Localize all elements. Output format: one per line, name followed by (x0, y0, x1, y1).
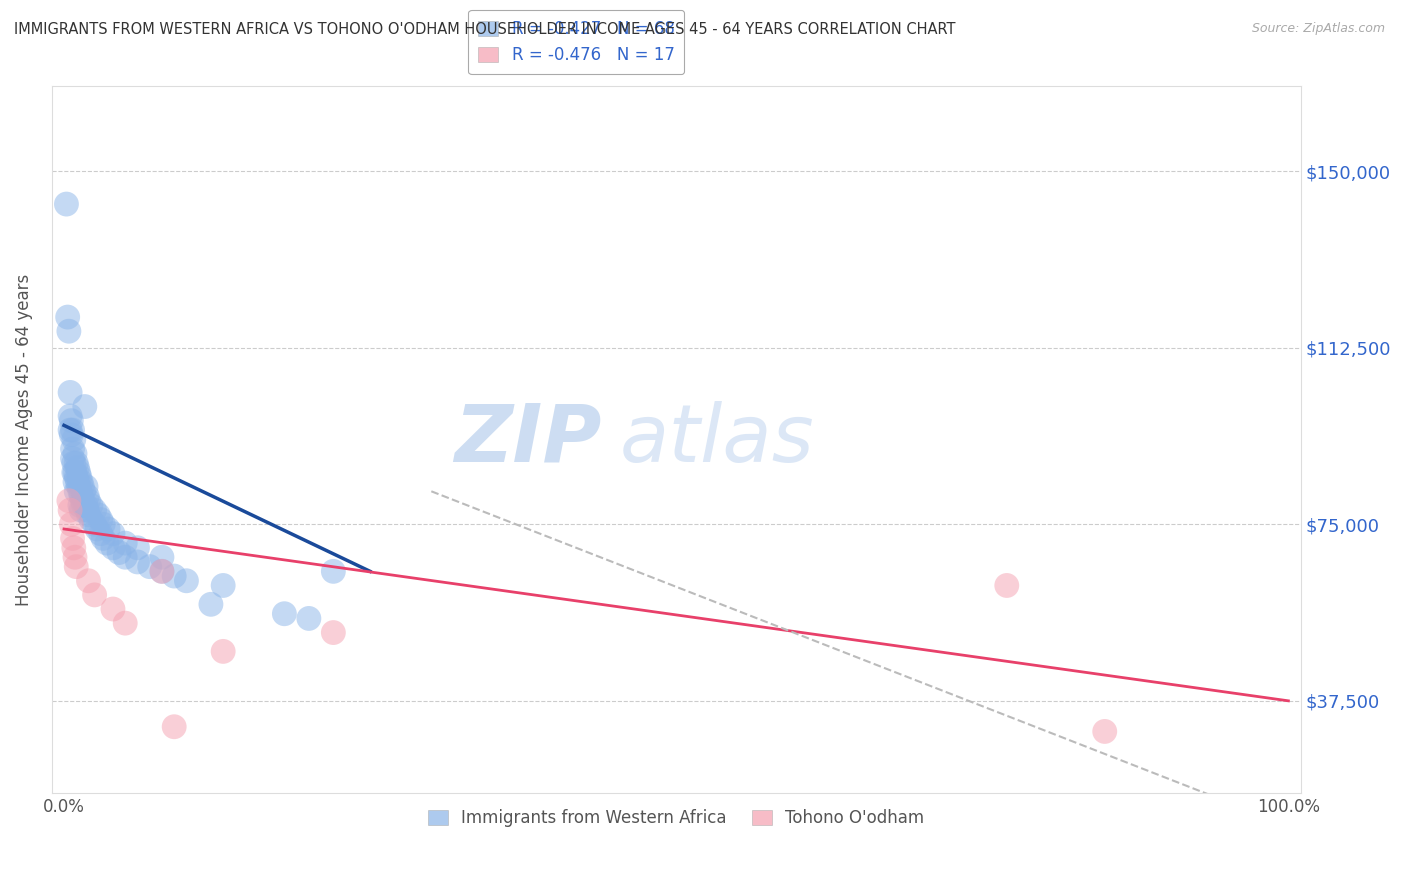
Point (65, 559, 87, 574)
Point (91, 517, 114, 532)
Point (150, 550, 173, 565)
Point (163, 720, 186, 734)
Point (63, 466, 86, 480)
Point (75, 480, 97, 494)
Point (65, 456, 87, 470)
Point (97, 522, 120, 536)
Point (83, 503, 105, 517)
Point (87, 508, 110, 522)
Text: Source: ZipAtlas.com: Source: ZipAtlas.com (1251, 22, 1385, 36)
Point (59, 423, 82, 437)
Point (60, 414, 83, 428)
Point (108, 545, 131, 559)
Point (72, 499, 94, 513)
Point (995, 578, 1018, 592)
Point (90, 526, 112, 541)
Point (75, 499, 97, 513)
Point (63, 475, 86, 489)
Point (62, 532, 84, 546)
Point (127, 555, 149, 569)
Point (67, 466, 90, 480)
Point (59, 503, 82, 517)
Y-axis label: Householder Income Ages 45 - 64 years: Householder Income Ages 45 - 64 years (15, 273, 32, 606)
Point (150, 565, 173, 579)
Point (66, 460, 89, 475)
Point (59, 409, 82, 423)
Point (72, 480, 94, 494)
Legend: Immigrants from Western Africa, Tohono O'odham: Immigrants from Western Africa, Tohono O… (422, 803, 931, 834)
Point (176, 574, 198, 588)
Point (62, 442, 84, 456)
Point (55, 197, 77, 211)
Point (72, 493, 94, 508)
Point (322, 565, 344, 579)
Point (62, 433, 84, 447)
Point (67, 480, 90, 494)
Point (65, 484, 87, 499)
Point (101, 541, 124, 555)
Point (150, 565, 173, 579)
Point (76, 489, 98, 503)
Point (62, 541, 84, 555)
Point (62, 456, 84, 470)
Point (114, 616, 136, 631)
Point (60, 517, 83, 532)
Point (72, 484, 94, 499)
Point (63, 550, 86, 565)
Point (69, 499, 91, 513)
Point (138, 559, 160, 574)
Text: ZIP: ZIP (454, 401, 602, 478)
Point (114, 550, 136, 565)
Point (163, 569, 186, 583)
Point (62, 423, 84, 437)
Point (212, 578, 235, 592)
Point (91, 532, 114, 546)
Point (63, 447, 86, 461)
Point (83, 588, 105, 602)
Point (69, 470, 91, 484)
Point (127, 541, 149, 555)
Point (298, 611, 321, 625)
Point (60, 427, 83, 442)
Point (77, 508, 100, 522)
Point (273, 607, 295, 621)
Point (62, 451, 84, 466)
Point (62, 466, 84, 480)
Point (101, 602, 124, 616)
Text: atlas: atlas (620, 401, 814, 478)
Point (86, 522, 108, 536)
Point (59, 385, 82, 400)
Point (70, 475, 93, 489)
Point (58, 493, 80, 508)
Text: IMMIGRANTS FROM WESTERN AFRICA VS TOHONO O'ODHAM HOUSEHOLDER INCOME AGES 45 - 64: IMMIGRANTS FROM WESTERN AFRICA VS TOHONO… (14, 22, 956, 37)
Point (70, 489, 93, 503)
Point (212, 644, 235, 658)
Point (56, 310, 79, 324)
Point (76, 503, 98, 517)
Point (70, 503, 93, 517)
Point (101, 526, 124, 541)
Point (1094, 724, 1116, 739)
Point (77, 493, 100, 508)
Point (66, 475, 89, 489)
Point (90, 512, 112, 526)
Point (73, 400, 96, 414)
Point (80, 499, 103, 513)
Point (58, 324, 80, 338)
Point (200, 597, 222, 611)
Point (114, 536, 136, 550)
Point (77, 574, 100, 588)
Point (69, 484, 91, 499)
Point (96, 536, 118, 550)
Point (322, 625, 344, 640)
Point (65, 470, 87, 484)
Point (80, 512, 103, 526)
Point (83, 517, 105, 532)
